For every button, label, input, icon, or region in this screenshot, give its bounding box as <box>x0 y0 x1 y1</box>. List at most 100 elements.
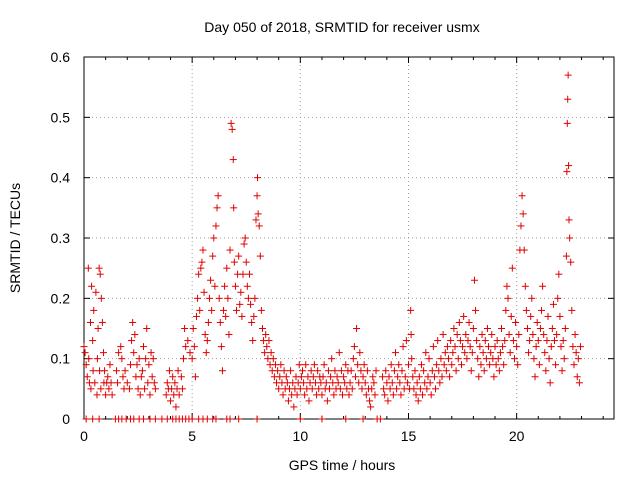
data-point <box>136 391 144 399</box>
data-point <box>117 343 125 351</box>
y-tick-label: 0 <box>62 411 70 427</box>
data-point <box>508 264 516 272</box>
data-point <box>184 337 192 345</box>
data-point <box>480 367 488 375</box>
data-point <box>121 367 129 375</box>
data-point <box>139 415 147 423</box>
y-tick-label: 0.2 <box>51 290 71 306</box>
data-point <box>186 349 194 357</box>
data-point <box>196 306 204 314</box>
data-point <box>385 373 393 381</box>
data-point <box>487 349 495 357</box>
data-point <box>531 373 539 381</box>
data-point <box>104 373 112 381</box>
data-point <box>112 367 120 375</box>
data-point <box>460 312 468 320</box>
data-point <box>324 367 332 375</box>
data-point <box>468 349 476 357</box>
data-point <box>521 282 529 290</box>
data-point <box>261 349 269 357</box>
data-point <box>436 379 444 387</box>
data-point <box>223 264 231 272</box>
data-point <box>439 331 447 339</box>
data-point <box>163 379 171 387</box>
data-point <box>437 355 445 363</box>
data-point <box>80 343 88 351</box>
data-point <box>93 355 101 363</box>
data-point <box>141 385 149 393</box>
data-point <box>253 174 261 182</box>
data-point <box>135 355 143 363</box>
data-point <box>118 355 126 363</box>
data-point <box>92 288 100 296</box>
data-point <box>231 282 239 290</box>
data-point <box>358 385 366 393</box>
data-point <box>409 373 417 381</box>
data-point <box>348 385 356 393</box>
data-point <box>200 288 208 296</box>
data-point <box>233 306 241 314</box>
data-point <box>408 355 416 363</box>
data-point <box>335 349 343 357</box>
data-point <box>398 367 406 375</box>
data-point <box>150 379 158 387</box>
data-point <box>548 325 556 332</box>
data-point <box>502 306 510 314</box>
data-point <box>362 391 370 399</box>
data-point <box>396 379 404 387</box>
data-point <box>127 361 135 369</box>
data-point <box>218 367 226 375</box>
data-point <box>95 415 103 423</box>
data-point <box>258 325 266 332</box>
data-point <box>570 361 578 369</box>
data-point <box>242 258 250 266</box>
data-point <box>123 379 131 387</box>
x-tick-label: 15 <box>401 428 417 444</box>
data-point <box>485 343 493 351</box>
data-point <box>565 216 573 224</box>
data-point <box>284 397 292 405</box>
data-point <box>359 373 367 381</box>
data-point <box>423 385 431 393</box>
data-point <box>131 331 139 339</box>
data-point <box>201 331 209 339</box>
data-point <box>255 222 263 230</box>
data-point <box>552 361 560 369</box>
data-point <box>394 373 402 381</box>
data-point <box>512 318 520 326</box>
data-point <box>376 415 384 423</box>
data-point <box>230 258 238 266</box>
data-point <box>546 379 554 387</box>
data-point <box>165 367 173 375</box>
data-point <box>235 415 243 423</box>
data-point <box>182 343 190 351</box>
data-point <box>213 204 221 212</box>
data-point <box>490 373 498 381</box>
data-point <box>293 391 301 399</box>
data-point <box>106 361 114 369</box>
data-point <box>420 367 428 375</box>
data-point <box>328 355 336 363</box>
data-point <box>419 391 427 399</box>
data-point <box>506 349 514 357</box>
data-point <box>447 337 455 345</box>
data-point <box>450 325 458 332</box>
data-point <box>575 379 583 387</box>
data-point <box>461 349 469 357</box>
data-point <box>483 325 491 332</box>
data-point <box>565 162 573 170</box>
data-point <box>320 361 328 369</box>
data-point <box>326 385 334 393</box>
data-point <box>388 379 396 387</box>
data-point <box>462 331 470 339</box>
data-point <box>94 325 102 332</box>
data-point <box>250 312 258 320</box>
data-point <box>556 312 564 320</box>
data-point <box>501 337 509 345</box>
data-point <box>309 373 317 381</box>
data-point <box>93 391 101 399</box>
data-point <box>350 343 358 351</box>
data-point <box>262 331 270 339</box>
data-point <box>169 373 177 381</box>
